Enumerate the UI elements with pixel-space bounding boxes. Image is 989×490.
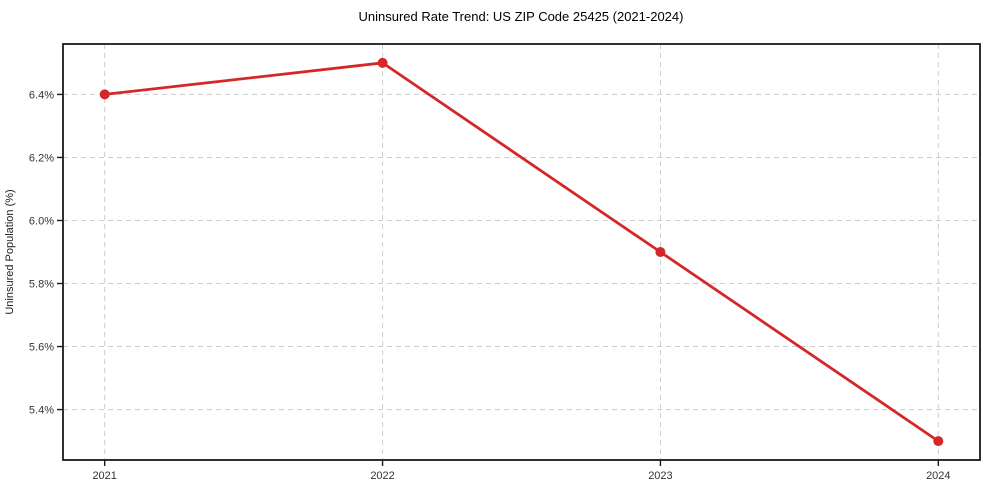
x-tick-label: 2021 (92, 470, 116, 482)
x-tick-label: 2024 (926, 470, 950, 482)
data-point-2022 (377, 57, 388, 68)
data-point-2023 (655, 247, 666, 257)
data-point-2024 (933, 436, 944, 447)
data-point-2021 (99, 89, 110, 100)
plot-border (62, 43, 981, 461)
y-tick-label: 5.6% (29, 342, 54, 354)
data-layer (99, 57, 944, 447)
y-tick-label: 6.4% (29, 89, 54, 101)
y-axis-label: Uninsured Population (%) (4, 189, 16, 314)
grid-layer (63, 44, 980, 460)
trend-line (103, 61, 940, 443)
y-tick-label: 6.0% (29, 215, 54, 227)
y-tick-label: 5.8% (29, 279, 54, 291)
chart-title: Uninsured Rate Trend: US ZIP Code 25425 … (359, 9, 684, 24)
y-tick-label: 5.4% (29, 405, 54, 417)
y-tick-label: 6.2% (29, 152, 54, 164)
x-tick-label: 2022 (370, 470, 394, 482)
axis-layer: 5.4% 5.6% 5.8% 6.0% 6.2% 6.4% 2021 2022 2023 2024 (29, 43, 981, 482)
x-tick-label: 2023 (648, 470, 672, 482)
